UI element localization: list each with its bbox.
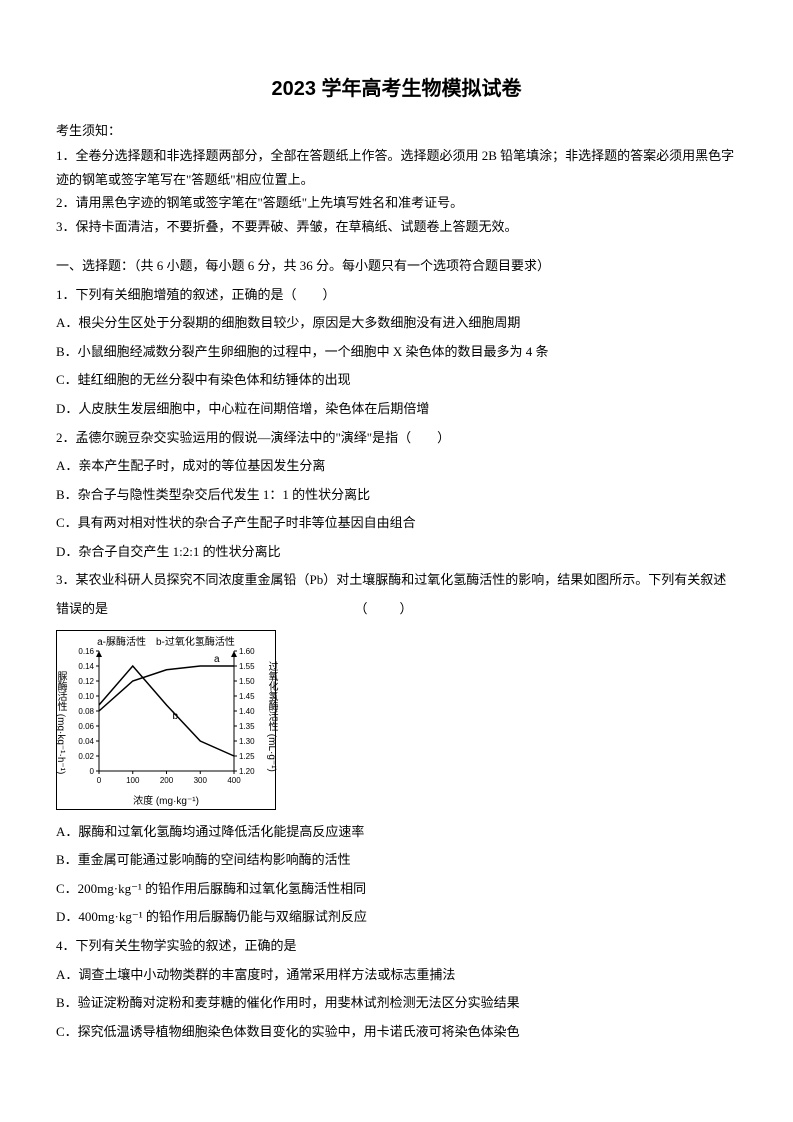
svg-text:0.08: 0.08 xyxy=(78,707,94,716)
q3-option-a: A．脲酶和过氧化氢酶均通过降低活化能提高反应速率 xyxy=(56,818,737,847)
page-title: 2023 学年高考生物模拟试卷 xyxy=(56,72,737,101)
chart-svg: 0 0.02 0.04 0.06 0.08 0.10 0.12 0.14 0.16 1.20 1.2… xyxy=(57,647,277,797)
svg-text:0.14: 0.14 xyxy=(78,662,94,671)
q4-option-b: B．验证淀粉酶对淀粉和麦芽糖的催化作用时，用斐林试剂检测无法区分实验结果 xyxy=(56,989,737,1018)
svg-text:0.12: 0.12 xyxy=(78,677,94,686)
instruction-line-3: 3．保持卡面清洁，不要折叠，不要弄破、弄皱，在草稿纸、试题卷上答题无效。 xyxy=(56,215,737,238)
q3-option-d: D．400mg·kg⁻¹ 的铅作用后脲酶仍能与双缩脲试剂反应 xyxy=(56,903,737,932)
svg-text:1.55: 1.55 xyxy=(239,662,255,671)
svg-text:1.20: 1.20 xyxy=(239,767,255,776)
svg-text:1.40: 1.40 xyxy=(239,707,255,716)
chart-legend: a-脲酶活性 b-过氧化氢酶活性 xyxy=(57,633,275,648)
svg-text:0.06: 0.06 xyxy=(78,722,94,731)
svg-text:400: 400 xyxy=(227,776,241,785)
instruction-line-1: 1．全卷分选择题和非选择题两部分，全部在答题纸上作答。选择题必须用 2B 铅笔填… xyxy=(56,144,737,191)
svg-text:1.50: 1.50 xyxy=(239,677,255,686)
svg-text:100: 100 xyxy=(126,776,140,785)
q2-option-d: D．杂合子自交产生 1:2:1 的性状分离比 xyxy=(56,538,737,567)
svg-text:1.60: 1.60 xyxy=(239,647,255,656)
q2-option-c: C．具有两对相对性状的杂合子产生配子时非等位基因自由组合 xyxy=(56,509,737,538)
svg-text:1.45: 1.45 xyxy=(239,692,255,701)
q3-chart: a-脲酶活性 b-过氧化氢酶活性 脲酶活性 (mg·kg⁻¹·h⁻¹) 过氧化氢… xyxy=(56,630,737,810)
q3-option-c: C．200mg·kg⁻¹ 的铅作用后脲酶和过氧化氢酶活性相同 xyxy=(56,875,737,904)
svg-text:b: b xyxy=(173,711,179,722)
q3-option-b: B．重金属可能通过影响酶的空间结构影响酶的活性 xyxy=(56,846,737,875)
q1-option-a: A．根尖分生区处于分裂期的细胞数目较少，原因是大多数细胞没有进入细胞周期 xyxy=(56,309,737,338)
q1-text: 1．下列有关细胞增殖的叙述，正确的是（ ） xyxy=(56,281,737,310)
chart-box: a-脲酶活性 b-过氧化氢酶活性 脲酶活性 (mg·kg⁻¹·h⁻¹) 过氧化氢… xyxy=(56,630,276,810)
svg-text:300: 300 xyxy=(194,776,208,785)
svg-text:0: 0 xyxy=(90,767,95,776)
q1-option-c: C．蛙红细胞的无丝分裂中有染色体和纺锤体的出现 xyxy=(56,366,737,395)
q1-option-d: D．人皮肤生发层细胞中，中心粒在间期倍增，染色体在后期倍增 xyxy=(56,395,737,424)
svg-text:0.10: 0.10 xyxy=(78,692,94,701)
svg-text:1.30: 1.30 xyxy=(239,737,255,746)
section-1-header: 一、选择题：（共 6 小题，每小题 6 分，共 36 分。每小题只有一个选项符合… xyxy=(56,252,737,281)
instruction-line-2: 2．请用黑色字迹的钢笔或签字笔在"答题纸"上先填写姓名和准考证号。 xyxy=(56,191,737,214)
q2-text: 2．孟德尔豌豆杂交实验运用的假说—演绎法中的"演绎"是指（ ） xyxy=(56,424,737,453)
instructions-header: 考生须知： xyxy=(56,119,737,142)
svg-text:1.35: 1.35 xyxy=(239,722,255,731)
chart-xlabel: 浓度 (mg·kg⁻¹) xyxy=(57,792,275,807)
q4-option-c: C．探究低温诱导植物细胞染色体数目变化的实验中，用卡诺氏液可将染色体染色 xyxy=(56,1018,737,1047)
svg-text:200: 200 xyxy=(160,776,174,785)
svg-text:0: 0 xyxy=(97,776,102,785)
svg-text:0.02: 0.02 xyxy=(78,752,94,761)
svg-text:0.16: 0.16 xyxy=(78,647,94,656)
q3-blank: （ ） xyxy=(355,601,415,616)
q2-option-b: B．杂合子与隐性类型杂交后代发生 1：1 的性状分离比 xyxy=(56,481,737,510)
svg-text:0.04: 0.04 xyxy=(78,737,94,746)
q2-option-a: A．亲本产生配子时，成对的等位基因发生分离 xyxy=(56,452,737,481)
q4-text: 4．下列有关生物学实验的叙述，正确的是 xyxy=(56,932,737,961)
svg-text:1.25: 1.25 xyxy=(239,752,255,761)
q4-option-a: A．调查土壤中小动物类群的丰富度时，通常采用样方法或标志重捕法 xyxy=(56,961,737,990)
q3-text: 3．某农业科研人员探究不同浓度重金属铅（Pb）对土壤脲酶和过氧化氢酶活性的影响，… xyxy=(56,566,737,623)
q1-option-b: B．小鼠细胞经减数分裂产生卵细胞的过程中，一个细胞中 X 染色体的数目最多为 4… xyxy=(56,338,737,367)
svg-text:a: a xyxy=(214,654,220,665)
